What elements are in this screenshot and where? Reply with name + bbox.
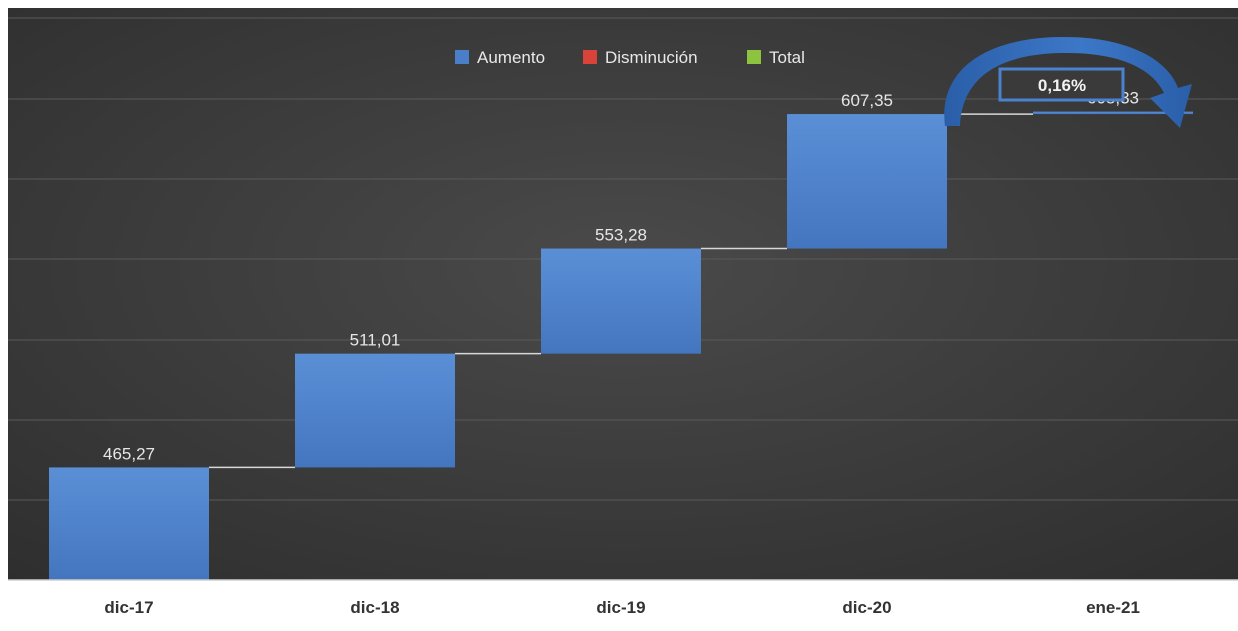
data-label-dic-20: 607,35 (841, 91, 893, 110)
bar-ene-21 (1033, 111, 1193, 115)
legend-swatch-increase (455, 50, 469, 64)
x-axis-tick-labels: dic-17 dic-18 dic-19 dic-20 ene-21 (104, 598, 1140, 617)
bar-dic-20 (787, 114, 947, 249)
callout-box (998, 67, 1125, 102)
legend-label-decrease: Disminución (605, 48, 698, 67)
gridlines (8, 17, 1238, 501)
legend-label-total: Total (769, 48, 805, 67)
bar-dic-19 (541, 248, 701, 354)
legend: Aumento Disminución Total (455, 48, 805, 67)
callout-percent-text: 0,16% (1038, 76, 1086, 95)
tick-label-dic-18: dic-18 (350, 598, 399, 617)
legend-swatch-decrease (583, 50, 597, 64)
connector-lines (209, 113, 1033, 469)
bar-dic-17 (49, 467, 209, 580)
tick-label-dic-19: dic-19 (596, 598, 645, 617)
bar-dic-18 (295, 353, 455, 468)
percent-change-callout: 0,16% (944, 36, 1192, 128)
bars (49, 111, 1193, 580)
legend-label-increase: Aumento (477, 48, 545, 67)
legend-swatch-total (747, 50, 761, 64)
tick-label-dic-20: dic-20 (842, 598, 891, 617)
data-label-dic-18: 511,01 (350, 331, 401, 350)
tick-label-ene-21: ene-21 (1086, 598, 1140, 617)
curved-arrow-icon (944, 36, 1192, 128)
data-label-dic-17: 465,27 (103, 444, 155, 463)
tick-label-dic-17: dic-17 (104, 598, 153, 617)
data-label-dic-19: 553,28 (595, 226, 647, 245)
